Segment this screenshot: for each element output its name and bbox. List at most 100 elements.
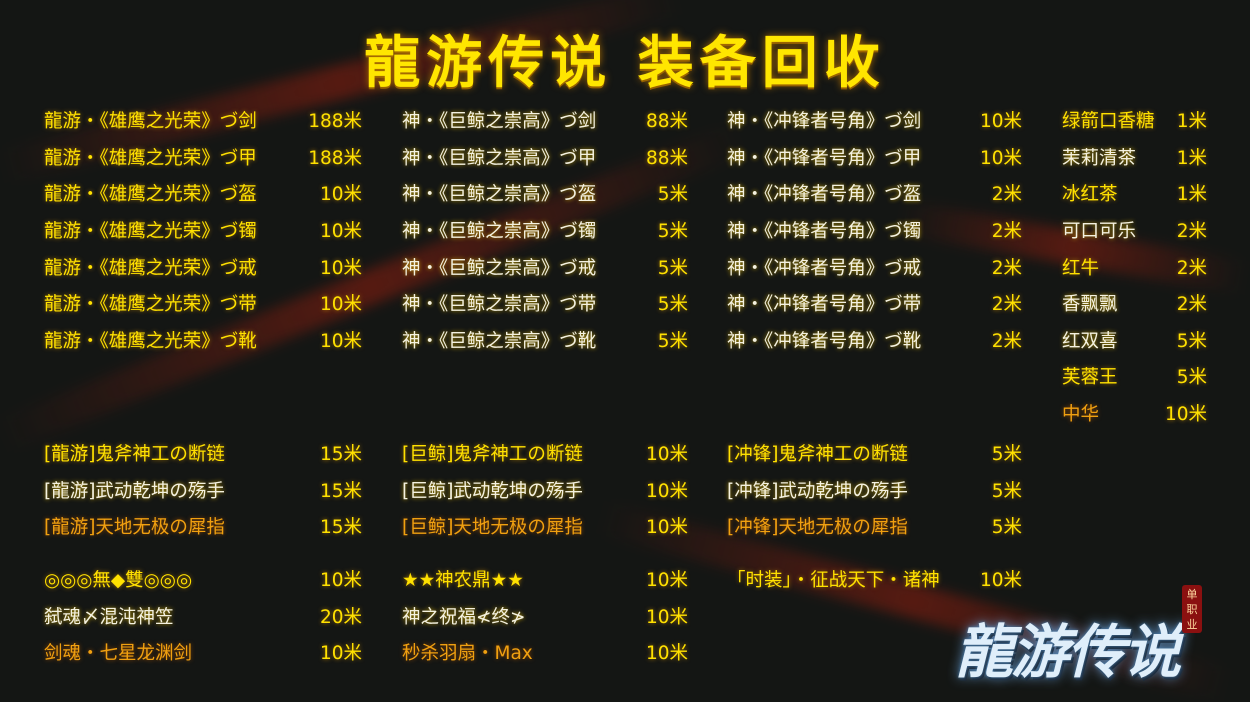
item-name: 龍游・《雄鹰之光荣》づ甲 xyxy=(44,147,257,169)
item-price: 2米 xyxy=(991,294,1022,316)
item-price: 15米 xyxy=(319,517,362,539)
item-name: 神・《巨鲸之崇高》づ盔 xyxy=(402,184,597,206)
item-price: 10米 xyxy=(979,111,1022,133)
price-row: 龍游・《雄鹰之光荣》づ甲 188米 xyxy=(44,139,362,176)
item-price: 2米 xyxy=(1176,257,1207,279)
price-row: [龍游]天地无极の犀指 15米 xyxy=(44,508,362,545)
item-name: 神之祝福≮终≯ xyxy=(402,606,526,628)
item-name: [巨鲸]鬼斧神工の断链 xyxy=(402,444,583,466)
price-row: 中华 10米 xyxy=(1062,395,1207,432)
item-name: 神・《巨鲸之崇高》づ镯 xyxy=(402,221,597,243)
item-name: 绿箭口香糖 xyxy=(1062,111,1155,133)
item-name: 芙蓉王 xyxy=(1062,367,1118,389)
price-row: 神・《冲锋者号角》づ靴 2米 xyxy=(727,322,1022,359)
logo-text: 龍游传说 xyxy=(955,618,1181,686)
item-price: 5米 xyxy=(657,257,688,279)
item-price: 10米 xyxy=(319,257,362,279)
item-name: [龍游]鬼斧神工の断链 xyxy=(44,444,225,466)
item-name: 龍游・《雄鹰之光荣》づ镯 xyxy=(44,221,257,243)
price-row: 神・《巨鲸之崇高》づ带 5米 xyxy=(402,285,688,322)
item-price: 2米 xyxy=(991,221,1022,243)
item-price: 2米 xyxy=(1176,294,1207,316)
item-price: 5米 xyxy=(657,330,688,352)
section2-column: [冲锋]鬼斧神工の断链 5米 [冲锋]武动乾坤の殇手 5米 [冲锋]天地无极の犀指 5米 xyxy=(727,435,1022,545)
item-price: 188米 xyxy=(308,111,362,133)
item-name: 冰红茶 xyxy=(1062,184,1118,206)
price-row: 神・《巨鲸之崇高》づ靴 5米 xyxy=(402,322,688,359)
item-name: 香飘飘 xyxy=(1062,294,1118,316)
price-row: 神・《巨鲸之崇高》づ剑 88米 xyxy=(402,102,688,139)
item-name: [巨鲸]天地无极の犀指 xyxy=(402,517,583,539)
item-name: 龍游・《雄鹰之光荣》づ剑 xyxy=(44,111,257,133)
price-row: 红双喜 5米 xyxy=(1062,322,1207,359)
price-row: ★★神农鼎★★ 10米 xyxy=(402,561,688,598)
price-row: 神・《冲锋者号角》づ带 2米 xyxy=(727,285,1022,322)
section2-column: [巨鲸]鬼斧神工の断链 10米 [巨鲸]武动乾坤の殇手 10米 [巨鲸]天地无极の犀指 1… xyxy=(402,435,688,545)
price-row: [冲锋]武动乾坤の殇手 5米 xyxy=(727,472,1022,509)
item-name: 中华 xyxy=(1062,404,1100,426)
price-row: 冰红茶 1米 xyxy=(1062,175,1207,212)
page-title: 龍游传说 装备回收 xyxy=(364,31,886,96)
item-price: 10米 xyxy=(319,221,362,243)
item-name: 神・《巨鲸之崇高》づ靴 xyxy=(402,330,597,352)
price-row: [龍游]武动乾坤の殇手 15米 xyxy=(44,472,362,509)
item-price: 5米 xyxy=(657,294,688,316)
item-name: ◎◎◎無◆雙◎◎◎ xyxy=(44,570,193,592)
price-row: 神・《巨鲸之崇高》づ镯 5米 xyxy=(402,212,688,249)
price-row: 神・《冲锋者号角》づ戒 2米 xyxy=(727,248,1022,285)
item-name: [冲锋]鬼斧神工の断链 xyxy=(727,444,908,466)
price-row: [巨鲸]武动乾坤の殇手 10米 xyxy=(402,472,688,509)
item-name: 「时装」・征战天下・诸神 xyxy=(727,570,940,592)
item-name: 龍游・《雄鹰之光荣》づ靴 xyxy=(44,330,257,352)
price-row: [龍游]鬼斧神工の断链 15米 xyxy=(44,435,362,472)
section3-column: ◎◎◎無◆雙◎◎◎ 10米 弑魂〆混沌神笠 20米 剑魂・七星龙渊剑 10米 xyxy=(44,561,362,671)
price-row: [巨鲸]鬼斧神工の断链 10米 xyxy=(402,435,688,472)
section1-column: 绿箭口香糖 1米 茉莉清茶 1米 冰红茶 1米 可口可乐 2米 红牛 2米 香飘飘 2米 红双喜 5米 芙蓉… xyxy=(1062,102,1207,431)
item-price: 10米 xyxy=(645,643,688,665)
item-price: 10米 xyxy=(319,294,362,316)
item-price: 2米 xyxy=(991,184,1022,206)
item-name: [冲锋]武动乾坤の殇手 xyxy=(727,480,908,502)
item-price: 10米 xyxy=(645,444,688,466)
item-name: 神・《巨鲸之崇高》づ剑 xyxy=(402,111,597,133)
item-name: 弑魂〆混沌神笠 xyxy=(44,606,174,628)
price-row: 神・《巨鲸之崇高》づ戒 5米 xyxy=(402,248,688,285)
item-name: 可口可乐 xyxy=(1062,221,1137,243)
item-price: 10米 xyxy=(319,570,362,592)
item-price: 10米 xyxy=(1164,404,1207,426)
item-name: 龍游・《雄鹰之光荣》づ带 xyxy=(44,294,257,316)
price-row: 龍游・《雄鹰之光荣》づ靴 10米 xyxy=(44,322,362,359)
item-price: 10米 xyxy=(645,606,688,628)
item-price: 88米 xyxy=(645,147,688,169)
item-price: 2米 xyxy=(991,257,1022,279)
price-row: 神・《巨鲸之崇高》づ甲 88米 xyxy=(402,139,688,176)
game-logo: 龍游传说 单职业 xyxy=(950,585,1210,695)
section3-column: 「时装」・征战天下・诸神 10米 xyxy=(727,561,1022,598)
price-row: 神・《冲锋者号角》づ盔 2米 xyxy=(727,175,1022,212)
price-row: [冲锋]鬼斧神工の断链 5米 xyxy=(727,435,1022,472)
item-price: 10米 xyxy=(645,517,688,539)
item-name: [龍游]天地无极の犀指 xyxy=(44,517,225,539)
item-name: 神・《巨鲸之崇高》づ带 xyxy=(402,294,597,316)
item-price: 10米 xyxy=(979,147,1022,169)
item-name: 龍游・《雄鹰之光荣》づ盔 xyxy=(44,184,257,206)
item-name: 龍游・《雄鹰之光荣》づ戒 xyxy=(44,257,257,279)
price-row: ◎◎◎無◆雙◎◎◎ 10米 xyxy=(44,561,362,598)
item-price: 5米 xyxy=(1176,330,1207,352)
item-price: 5米 xyxy=(1176,367,1207,389)
price-row: 神・《巨鲸之崇高》づ盔 5米 xyxy=(402,175,688,212)
item-price: 2米 xyxy=(1176,221,1207,243)
item-name: 神・《巨鲸之崇高》づ戒 xyxy=(402,257,597,279)
item-name: 神・《冲锋者号角》づ靴 xyxy=(727,330,922,352)
item-name: 神・《冲锋者号角》づ镯 xyxy=(727,221,922,243)
price-row: 香飘飘 2米 xyxy=(1062,285,1207,322)
price-row: 龍游・《雄鹰之光荣》づ剑 188米 xyxy=(44,102,362,139)
price-row: 神・《冲锋者号角》づ甲 10米 xyxy=(727,139,1022,176)
item-name: [冲锋]天地无极の犀指 xyxy=(727,517,908,539)
item-price: 15米 xyxy=(319,480,362,502)
section2-column: [龍游]鬼斧神工の断链 15米 [龍游]武动乾坤の殇手 15米 [龍游]天地无极の犀指 1… xyxy=(44,435,362,545)
section1-column: 神・《冲锋者号角》づ剑 10米 神・《冲锋者号角》づ甲 10米 神・《冲锋者号角》づ盔 2… xyxy=(727,102,1022,358)
price-row: 神之祝福≮终≯ 10米 xyxy=(402,598,688,635)
price-row: 龍游・《雄鹰之光荣》づ镯 10米 xyxy=(44,212,362,249)
price-row: 龍游・《雄鹰之光荣》づ戒 10米 xyxy=(44,248,362,285)
